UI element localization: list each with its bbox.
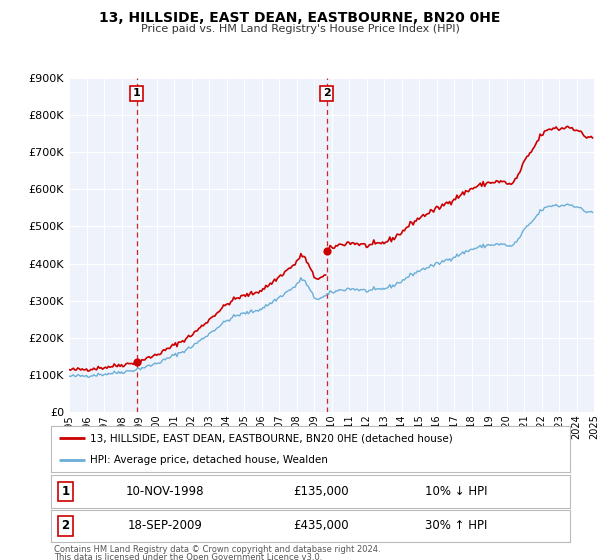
Text: £135,000: £135,000 [293,485,349,498]
Text: This data is licensed under the Open Government Licence v3.0.: This data is licensed under the Open Gov… [54,553,322,560]
Text: 13, HILLSIDE, EAST DEAN, EASTBOURNE, BN20 0HE (detached house): 13, HILLSIDE, EAST DEAN, EASTBOURNE, BN2… [90,433,452,444]
Text: Price paid vs. HM Land Registry's House Price Index (HPI): Price paid vs. HM Land Registry's House … [140,24,460,34]
Text: £435,000: £435,000 [293,519,349,533]
Text: HPI: Average price, detached house, Wealden: HPI: Average price, detached house, Weal… [90,455,328,465]
Text: 18-SEP-2009: 18-SEP-2009 [128,519,203,533]
Text: 13, HILLSIDE, EAST DEAN, EASTBOURNE, BN20 0HE: 13, HILLSIDE, EAST DEAN, EASTBOURNE, BN2… [100,11,500,25]
Text: Contains HM Land Registry data © Crown copyright and database right 2024.: Contains HM Land Registry data © Crown c… [54,545,380,554]
Text: 2: 2 [323,88,331,99]
Text: 10-NOV-1998: 10-NOV-1998 [126,485,205,498]
Text: 1: 1 [61,485,70,498]
Text: 30% ↑ HPI: 30% ↑ HPI [425,519,487,533]
Point [322,246,331,255]
Text: 2: 2 [61,519,70,533]
Point [132,357,142,366]
Text: 1: 1 [133,88,140,99]
Text: 10% ↓ HPI: 10% ↓ HPI [425,485,487,498]
